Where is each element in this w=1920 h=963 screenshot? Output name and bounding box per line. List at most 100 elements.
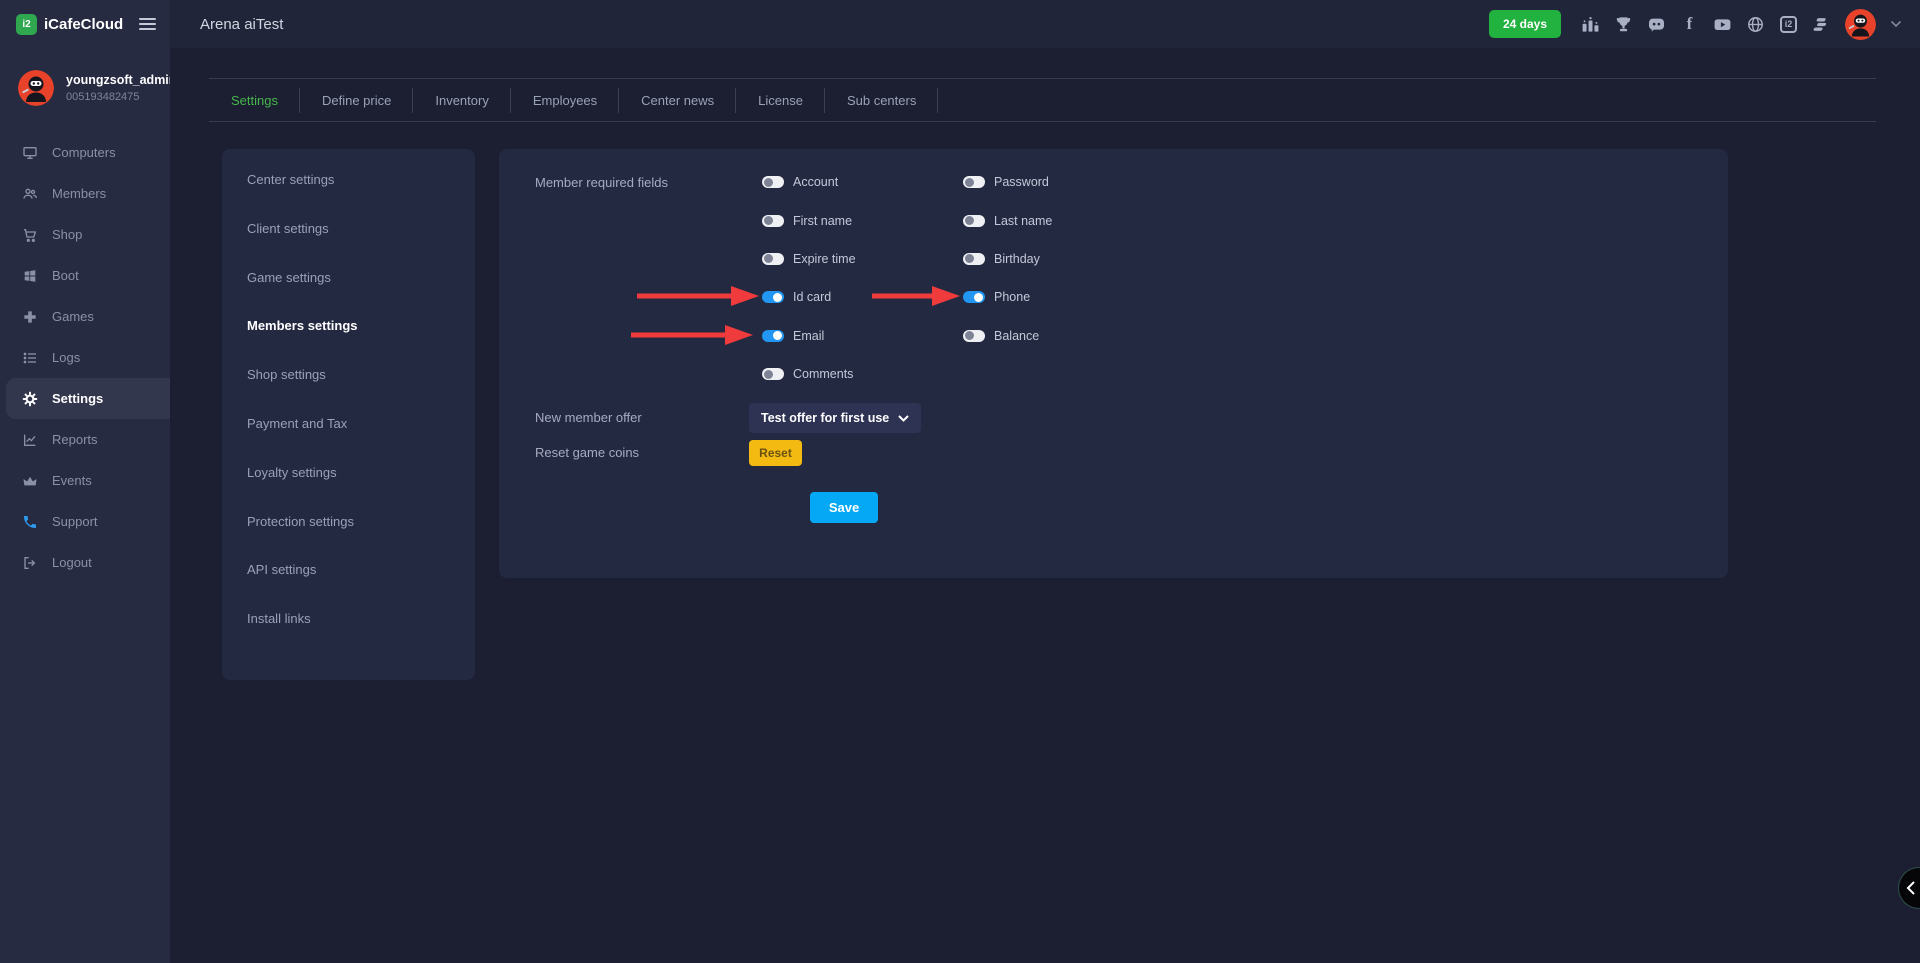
last-name-toggle[interactable] <box>963 214 985 227</box>
topbar-main: Arena aiTest 24 days f i <box>170 0 1920 48</box>
tab-inventory[interactable]: Inventory <box>413 79 512 121</box>
menu-item-install-links[interactable]: Install links <box>247 611 311 627</box>
toggle-row: Comments <box>762 355 856 393</box>
chevron-down-icon[interactable] <box>1890 20 1902 28</box>
toggle-row: Phone <box>963 278 1052 316</box>
phone-toggle[interactable] <box>963 291 985 304</box>
toggle-label: Id card <box>793 290 832 305</box>
tab-define-price[interactable]: Define price <box>300 79 414 121</box>
birthday-toggle[interactable] <box>963 252 985 265</box>
cart-icon <box>24 228 37 242</box>
sidebar-item-computers[interactable]: Computers <box>0 132 170 173</box>
topbar: i2 iCafeCloud Arena aiTest 24 days f <box>0 0 1920 48</box>
sidebar-item-label: Shop <box>52 227 83 242</box>
toggle-row: Balance <box>963 317 1052 355</box>
sidebar-item-label: Computers <box>52 145 116 160</box>
toggle-label: First name <box>793 213 853 228</box>
partners-icon[interactable] <box>1812 15 1831 34</box>
menu-item-payment-and-tax[interactable]: Payment and Tax <box>247 415 348 431</box>
topbar-actions: 24 days f i2 <box>1488 8 1920 40</box>
toggle-label: Comments <box>793 367 854 382</box>
new-member-offer-select[interactable]: Test offer for first use <box>749 403 921 433</box>
menu-item-game-settings[interactable]: Game settings <box>247 269 331 285</box>
menu-item-api-settings[interactable]: API settings <box>247 562 317 578</box>
save-button[interactable]: Save <box>810 492 878 523</box>
facebook-icon[interactable]: f <box>1686 14 1693 33</box>
sidebar-item-shop[interactable]: Shop <box>0 214 170 255</box>
icafecloud-logo-icon: i2 <box>16 13 37 35</box>
hamburger-menu-icon[interactable] <box>139 18 156 30</box>
youtube-icon[interactable] <box>1713 15 1732 34</box>
toggle-row: Last name <box>963 201 1052 239</box>
tab-license[interactable]: License <box>736 79 825 121</box>
license-days-badge[interactable]: 24 days <box>1488 10 1561 38</box>
sidebar-item-logout[interactable]: Logout <box>0 542 170 583</box>
sidebar-item-logs[interactable]: Logs <box>0 337 170 378</box>
sidebar-item-label: Members <box>52 186 107 201</box>
user-id: 005193482475 <box>66 91 140 103</box>
tab-center-news[interactable]: Center news <box>619 79 737 121</box>
tab-employees[interactable]: Employees <box>511 79 620 121</box>
windows-icon <box>24 269 36 282</box>
username: youngzsoft_admin <box>66 73 177 87</box>
menu-item-client-settings[interactable]: Client settings <box>247 220 329 236</box>
comments-toggle[interactable] <box>762 368 784 381</box>
sidebar-item-label: Support <box>52 514 98 529</box>
toggle-label: Birthday <box>994 251 1040 266</box>
reset-button[interactable]: Reset <box>749 440 802 466</box>
expire-time-toggle[interactable] <box>762 252 784 265</box>
sidebar-item-members[interactable]: Members <box>0 173 170 214</box>
password-toggle[interactable] <box>963 176 985 189</box>
toggle-label: Email <box>793 328 825 343</box>
brand[interactable]: i2 iCafeCloud <box>16 13 124 35</box>
toggle-column-1: Account First name Expire time Id card E… <box>762 163 856 393</box>
sidebar-item-settings[interactable]: Settings <box>6 378 170 419</box>
menu-item-protection-settings[interactable]: Protection settings <box>247 513 354 529</box>
toggle-row: Email <box>762 317 856 355</box>
tab-settings[interactable]: Settings <box>209 79 300 121</box>
sidebar-item-games[interactable]: Games <box>0 296 170 337</box>
sidebar-item-reports[interactable]: Reports <box>0 419 170 460</box>
member-required-fields-label: Member required fields <box>535 175 668 190</box>
monitor-icon <box>23 146 37 159</box>
user-avatar[interactable] <box>1845 8 1876 40</box>
sidebar-avatar[interactable] <box>18 70 54 106</box>
icafecloud-topbar-icon[interactable]: i2 <box>1779 15 1798 34</box>
page-title: Arena aiTest <box>200 15 284 33</box>
tab-sub-centers[interactable]: Sub centers <box>825 79 939 121</box>
members-settings-panel: Member required fields Account First nam… <box>499 149 1728 578</box>
new-member-offer-label: New member offer <box>535 410 642 425</box>
sidebar-item-boot[interactable]: Boot <box>0 255 170 296</box>
sidebar-item-label: Logs <box>52 350 81 365</box>
menu-item-center-settings[interactable]: Center settings <box>247 172 335 187</box>
menu-item-members-settings[interactable]: Members settings <box>247 318 358 334</box>
toggle-label: Balance <box>994 328 1040 343</box>
toggle-row: First name <box>762 201 856 239</box>
toggle-label: Phone <box>994 290 1031 305</box>
menu-item-shop-settings[interactable]: Shop settings <box>247 367 326 383</box>
balance-toggle[interactable] <box>963 329 985 342</box>
main-content: Settings Define price Inventory Employee… <box>170 48 1920 963</box>
toggle-row: Expire time <box>762 240 856 278</box>
selected-offer-value: Test offer for first use <box>761 411 890 425</box>
sidebar-item-label: Boot <box>52 268 79 283</box>
brand-name: iCafeCloud <box>44 15 124 33</box>
toggle-row: Id card <box>762 278 856 316</box>
menu-item-loyalty-settings[interactable]: Loyalty settings <box>247 464 337 480</box>
sidebar-item-label: Logout <box>52 555 92 570</box>
account-toggle[interactable] <box>762 176 784 189</box>
chart-icon <box>24 434 36 446</box>
ranking-icon[interactable] <box>1581 15 1600 34</box>
list-icon <box>23 352 36 363</box>
first-name-toggle[interactable] <box>762 214 784 227</box>
sidebar-item-support[interactable]: Support <box>0 501 170 542</box>
reset-game-coins-label: Reset game coins <box>535 445 640 460</box>
id-card-toggle[interactable] <box>762 291 784 304</box>
trophy-icon[interactable] <box>1614 15 1633 34</box>
sidebar-item-label: Settings <box>52 391 104 406</box>
globe-icon[interactable] <box>1746 15 1765 34</box>
sidebar-item-events[interactable]: Events <box>0 460 170 501</box>
email-toggle[interactable] <box>762 329 784 342</box>
discord-icon[interactable] <box>1647 15 1666 34</box>
topbar-brand-section: i2 iCafeCloud <box>0 0 170 48</box>
